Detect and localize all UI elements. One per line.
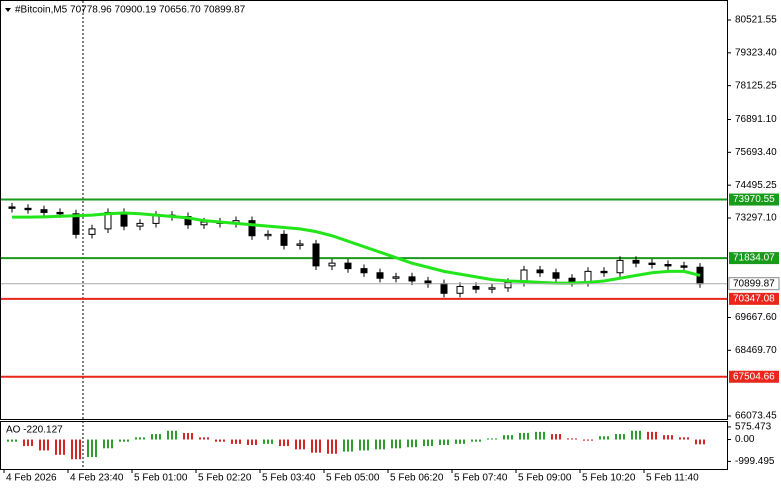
candle-body	[616, 259, 624, 274]
x-tick-label: 5 Feb 02:20	[198, 473, 252, 484]
candle-body	[648, 262, 656, 266]
x-tick-label: 5 Feb 05:00	[326, 473, 380, 484]
y-tick-label: 79323.40	[735, 47, 777, 58]
candle-body	[488, 287, 496, 290]
candle-body	[600, 270, 608, 274]
candle-body	[504, 281, 512, 289]
candle-body	[360, 268, 368, 274]
y-tick-label: 66073.45	[735, 411, 777, 422]
y-tick-label: 78125.25	[735, 80, 777, 91]
x-tick-label: 5 Feb 07:40	[454, 473, 508, 484]
y-tick-label: 76891.10	[735, 114, 777, 125]
main-panel	[0, 0, 728, 420]
candle-body	[56, 211, 64, 215]
candle-body	[72, 213, 80, 235]
candle-body	[680, 265, 688, 268]
y-tick-label: 75693.40	[735, 147, 777, 158]
candle-body	[536, 269, 544, 274]
candle-body	[136, 222, 144, 227]
current-price-box	[728, 277, 780, 291]
y-tick-label: 74495.25	[735, 180, 777, 191]
candle-body	[344, 262, 352, 270]
level-box	[729, 370, 779, 383]
y-tick-label: 68469.70	[735, 345, 777, 356]
candle-body	[8, 206, 16, 209]
candle-body	[632, 259, 640, 264]
level-label: 67504.66	[733, 371, 775, 382]
candle-body	[392, 276, 400, 279]
chart-title: #Bitcoin,M5 70778.96 70900.19 70656.70 7…	[15, 5, 246, 16]
candle-body	[88, 228, 96, 235]
x-tick-label: 5 Feb 01:00	[134, 473, 188, 484]
candle-body	[264, 233, 272, 237]
ao-tick-label: 0.00	[735, 434, 755, 445]
candle-body	[296, 243, 304, 246]
menu-arrow	[5, 8, 11, 12]
level-box	[729, 292, 779, 305]
candle-body	[472, 285, 480, 290]
ao-tick-label: -999.495	[735, 456, 775, 467]
y-tick-label: 80521.55	[735, 15, 777, 26]
moving-average	[12, 211, 701, 285]
x-tick-label: 5 Feb 11:40	[646, 473, 699, 484]
candle-body	[328, 262, 336, 267]
level-box	[729, 193, 779, 206]
candle-body	[24, 207, 32, 211]
candle-body	[552, 272, 560, 279]
x-tick-label: 4 Feb 2026	[6, 473, 57, 484]
x-tick-label: 5 Feb 03:40	[262, 473, 316, 484]
candle-body	[408, 276, 416, 282]
candle-body	[280, 233, 288, 246]
y-tick-label: 69667.60	[735, 312, 777, 323]
x-tick-label: 5 Feb 10:20	[582, 473, 636, 484]
candle-body	[376, 272, 384, 279]
candle-body	[200, 221, 208, 226]
current-price-label: 70899.87	[733, 278, 775, 289]
level-label: 70347.08	[733, 293, 775, 304]
x-tick-label: 5 Feb 09:00	[518, 473, 572, 484]
candle-body	[456, 285, 464, 294]
ao-label: AO -220.127	[6, 425, 63, 436]
candle-body	[664, 264, 672, 267]
y-tick-label: 73297.10	[735, 213, 777, 224]
level-box	[729, 252, 779, 265]
x-tick-label: 4 Feb 23:40	[70, 473, 124, 484]
candle-body	[440, 283, 448, 294]
level-label: 71834.07	[733, 253, 775, 264]
candle-body	[40, 209, 48, 213]
x-tick-label: 5 Feb 06:20	[390, 473, 444, 484]
candle-body	[248, 220, 256, 237]
ao-tick-label: 575.473	[735, 422, 772, 433]
candle-body	[312, 243, 320, 267]
level-label: 73970.55	[733, 194, 775, 205]
